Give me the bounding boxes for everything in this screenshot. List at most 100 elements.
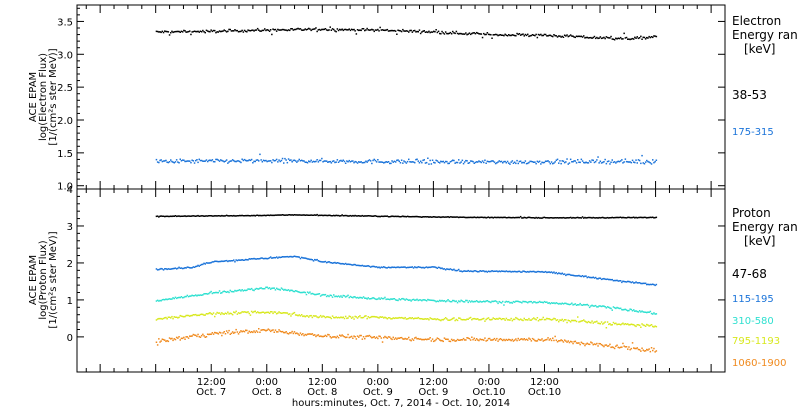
electron-data-point (364, 161, 366, 164)
proton-data-point (450, 338, 453, 341)
proton-data-point (502, 270, 504, 272)
electron-data-point (352, 29, 354, 31)
proton-data-point (571, 274, 573, 276)
proton-data-point (459, 339, 461, 341)
electron-data-point (574, 160, 577, 162)
proton-data-point (559, 217, 561, 219)
electron-data-point (625, 36, 628, 39)
electron-data-point (631, 159, 634, 162)
proton-data-point (350, 317, 353, 319)
proton-data-point (237, 259, 240, 261)
proton-data-point (517, 300, 519, 303)
proton-data-point (647, 216, 649, 219)
proton-data-point (278, 214, 280, 216)
proton-data-point (399, 299, 402, 301)
proton-data-point (373, 297, 375, 300)
proton-data-point (271, 287, 273, 290)
proton-data-point (302, 333, 304, 335)
proton-data-point (283, 312, 285, 314)
x-axis-title: hours:minutes, Oct. 7, 2014 - Oct. 10, 2… (292, 398, 510, 409)
electron-x-ticks (85, 5, 726, 189)
proton-data-point (316, 213, 318, 216)
proton-data-point (567, 303, 569, 305)
proton-data-point (156, 215, 159, 217)
proton-data-point (266, 286, 268, 288)
proton-data-point (634, 324, 636, 327)
proton-data-point (600, 321, 603, 323)
proton-data-point (355, 264, 358, 267)
proton-data-point (234, 261, 236, 263)
proton-data-point (328, 334, 330, 336)
proton-data-point (360, 316, 362, 319)
electron-data-point (221, 30, 223, 33)
proton-data-point (508, 216, 510, 219)
proton-data-point (466, 299, 468, 302)
electron-data-point (209, 31, 211, 33)
proton-data-point (638, 310, 641, 312)
proton-data-point (296, 256, 298, 258)
proton-data-point (189, 215, 191, 217)
electron-data-point (216, 158, 218, 161)
electron-data-point (628, 161, 630, 163)
proton-data-point (258, 214, 260, 217)
proton-data-point (637, 311, 640, 313)
proton-data-point (533, 317, 535, 319)
electron-data-point (562, 36, 565, 38)
electron-data-point (214, 29, 216, 32)
proton-data-point (186, 336, 189, 338)
proton-data-point (406, 298, 409, 301)
proton-data-point (627, 216, 629, 219)
proton-data-point (569, 216, 572, 219)
proton-data-point (247, 288, 249, 290)
proton-data-point (289, 290, 291, 292)
electron-data-point (200, 159, 203, 162)
proton-data-point (393, 338, 396, 340)
proton-data-point (324, 214, 327, 217)
proton-data-point (161, 299, 164, 301)
proton-data-point (549, 338, 552, 340)
proton-data-point (215, 313, 217, 315)
proton-data-point (198, 265, 200, 267)
proton-data-point (579, 275, 581, 277)
proton-data-point (267, 287, 270, 290)
proton-data-point (315, 214, 317, 216)
proton-data-point (387, 266, 390, 268)
proton-data-point (434, 300, 436, 302)
electron-data-point (531, 161, 534, 163)
electron-data-point (561, 160, 563, 162)
proton-data-point (643, 311, 646, 313)
proton-data-point (408, 215, 410, 218)
proton-data-point (383, 266, 385, 268)
electron-data-point (574, 36, 577, 39)
electron-data-point (609, 163, 611, 165)
proton-data-point (284, 288, 286, 291)
proton-data-point (193, 314, 196, 316)
proton-data-point (414, 299, 416, 301)
proton-data-point (453, 216, 455, 218)
proton-data-point (577, 275, 579, 277)
proton-data-point (240, 312, 242, 314)
electron-data-point (494, 33, 497, 36)
electron-data-point (377, 28, 379, 31)
proton-data-point (548, 302, 550, 304)
electron-data-point (523, 35, 525, 37)
proton-data-point (300, 291, 303, 294)
electron-data-point (427, 31, 429, 34)
proton-data-point (455, 269, 458, 272)
electron-data-point (174, 161, 177, 163)
proton-data-point (429, 266, 431, 269)
proton-data-point (543, 300, 546, 303)
proton-data-point (499, 338, 502, 340)
proton-data-point (387, 298, 390, 300)
proton-data-point (448, 300, 450, 302)
proton-data-point (377, 266, 379, 269)
proton-data-point (454, 319, 456, 322)
proton-data-point (241, 259, 243, 261)
proton-data-point (446, 300, 448, 302)
electron-data-point (441, 30, 443, 33)
proton-data-point (256, 311, 259, 313)
proton-data-point (228, 329, 230, 332)
electron-data-point (360, 29, 362, 32)
proton-data-point (510, 301, 512, 304)
proton-data-point (352, 296, 354, 299)
